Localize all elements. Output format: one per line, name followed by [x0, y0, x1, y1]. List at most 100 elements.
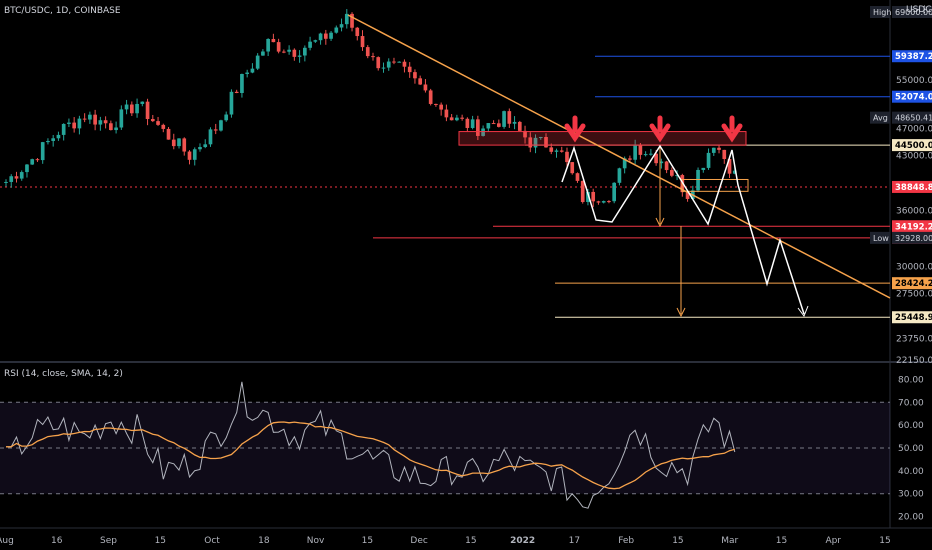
- candle-body: [434, 103, 438, 105]
- stat-label: High: [873, 8, 891, 17]
- candle-body: [129, 104, 134, 114]
- candle-body: [685, 192, 690, 199]
- candle-body: [523, 130, 527, 138]
- candle-body: [675, 175, 679, 177]
- projection-arrowhead: [655, 217, 665, 228]
- candle-body: [612, 182, 617, 202]
- candle-body: [580, 180, 585, 203]
- time-tick: Aug: [0, 536, 14, 546]
- candle-body: [512, 121, 517, 124]
- candle-body: [397, 61, 402, 63]
- candle-body: [318, 33, 323, 41]
- candle-body: [166, 128, 171, 140]
- candle-body: [19, 172, 24, 179]
- stat-label-bg: [870, 6, 890, 18]
- candle-body: [538, 136, 543, 138]
- time-tick: 15: [465, 536, 476, 546]
- stat-value-bg: [892, 231, 932, 244]
- time-tick: 16: [51, 536, 63, 546]
- candle-body: [376, 57, 381, 69]
- candle-body: [234, 91, 239, 93]
- candle-body: [119, 109, 124, 128]
- candle-body: [554, 150, 559, 152]
- candle-body: [145, 101, 150, 120]
- candle-body: [502, 111, 506, 127]
- candle-body: [722, 149, 727, 159]
- candle-body: [292, 49, 297, 57]
- rsi-tick: 80.00: [898, 375, 924, 385]
- candle-body: [565, 151, 569, 163]
- candle-body: [617, 168, 622, 183]
- candle-body: [386, 61, 391, 68]
- time-tick: 17: [569, 536, 580, 546]
- candle-body: [61, 123, 66, 135]
- candle-body: [82, 118, 87, 120]
- candle-body: [182, 138, 187, 152]
- candle-body: [517, 121, 522, 131]
- time-tick: Mar: [721, 536, 738, 546]
- time-tick: Dec: [410, 536, 427, 546]
- candle-body: [93, 114, 97, 125]
- drawings: [347, 14, 891, 318]
- candle-body: [271, 38, 276, 43]
- candle-body: [544, 136, 548, 148]
- price-tag-label: 28424.23: [895, 279, 932, 289]
- candle-body: [423, 84, 428, 91]
- currency-label: USDC: [906, 5, 932, 15]
- candle-body: [559, 150, 564, 152]
- candle-body: [67, 122, 71, 124]
- price-tag-label: 34192.26: [895, 222, 932, 232]
- rsi-background: [0, 368, 890, 528]
- stat-value: 32928.00: [895, 234, 932, 243]
- candle-body: [486, 123, 491, 129]
- candle-body: [470, 119, 475, 128]
- symbol-legend: BTC/USDC, 1D, COINBASE: [4, 6, 121, 16]
- candle-body: [4, 181, 8, 183]
- candle-body: [255, 55, 260, 69]
- price-tag: [892, 277, 932, 290]
- time-tick: 15: [672, 536, 683, 546]
- candle-body: [428, 90, 433, 104]
- price-tick: 30000.00: [896, 263, 932, 273]
- candle-body: [381, 67, 386, 69]
- candle-body: [261, 51, 265, 56]
- candle-body: [30, 159, 35, 165]
- candle-body: [323, 33, 328, 39]
- candle-body: [72, 122, 76, 129]
- candle-body: [150, 119, 155, 122]
- candle-body: [607, 201, 611, 203]
- candle-body: [727, 158, 732, 174]
- candle-body: [496, 123, 501, 127]
- rsi-tick: 40.00: [898, 467, 924, 477]
- price-tag: [892, 180, 932, 193]
- candle-body: [670, 170, 674, 176]
- time-tick: 2022: [510, 536, 535, 546]
- time-tick: Feb: [618, 536, 634, 546]
- candle-body: [98, 120, 103, 125]
- stat-value-bg: [892, 111, 932, 124]
- candle-body: [596, 201, 601, 203]
- stat-label: Low: [873, 234, 889, 243]
- rsi-tick: 70.00: [898, 398, 924, 408]
- candle-body: [329, 32, 333, 39]
- candle-body: [135, 103, 139, 114]
- time-tick: Oct: [204, 536, 220, 546]
- candle-body: [240, 73, 244, 93]
- candle-body: [418, 78, 423, 85]
- stat-value-bg: [892, 6, 932, 18]
- candle-body: [643, 154, 648, 156]
- down-arrow-icon: [721, 115, 743, 143]
- time-tick: 15: [879, 536, 890, 546]
- candle-body: [219, 120, 223, 131]
- candle-body: [109, 123, 113, 131]
- candle-body: [88, 114, 92, 120]
- candle-body: [649, 153, 653, 155]
- candle-body: [622, 158, 627, 169]
- rsi-panel: 80.00 70.00 60.00 50.00 40.00 30.00 20.00: [0, 375, 924, 523]
- candle-body: [371, 56, 375, 58]
- candle-body: [171, 139, 176, 147]
- price-tag-label: 25448.92: [895, 313, 932, 323]
- candle-body: [224, 114, 229, 121]
- price-tag: [892, 139, 932, 152]
